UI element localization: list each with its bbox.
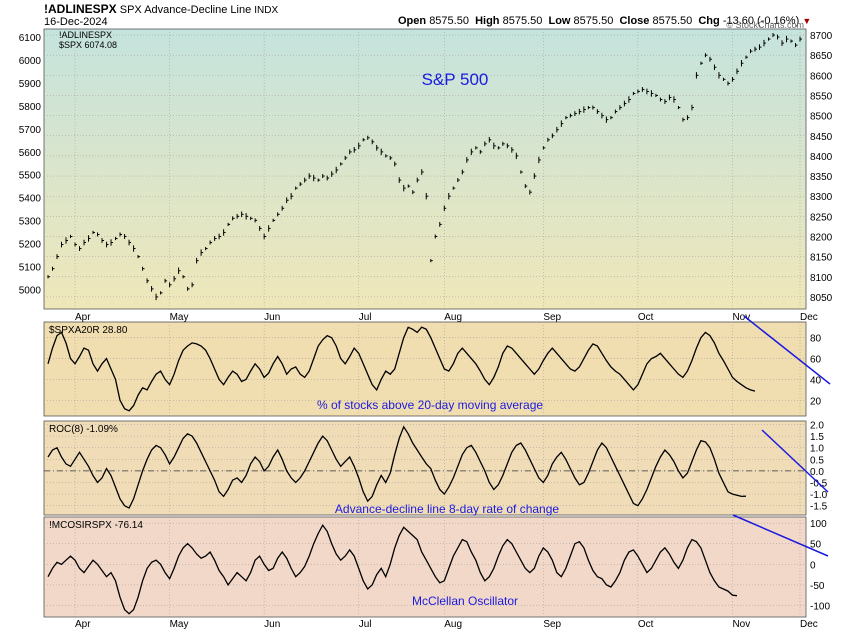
roc-y-tick-label: -1.5 bbox=[810, 502, 828, 513]
mco-y-tick-label: -50 bbox=[810, 581, 825, 592]
y-right-tick-label: 8200 bbox=[810, 232, 833, 243]
pct-y-tick-label: 40 bbox=[810, 375, 822, 386]
y-right-tick-label: 8450 bbox=[810, 132, 833, 143]
roc-y-tick-label: 2.0 bbox=[810, 420, 824, 431]
y-left-tick-label: 5300 bbox=[19, 217, 42, 228]
high-label: High bbox=[475, 15, 500, 27]
mco-series-line bbox=[47, 523, 738, 615]
close-label: Close bbox=[619, 15, 650, 27]
pct-legend: $SPXA20R 28.80 bbox=[49, 325, 128, 336]
y-left-tick-label: 6000 bbox=[19, 56, 42, 67]
mco-legend: !MCOSIRSPX -76.14 bbox=[49, 520, 143, 531]
x-tick-label-top: May bbox=[170, 312, 189, 323]
roc-series-line bbox=[47, 425, 747, 509]
chg-label: Chg bbox=[698, 15, 720, 27]
roc-y-tick-label: 0.0 bbox=[810, 467, 824, 478]
low-value: 8575.50 bbox=[573, 15, 614, 27]
x-tick-label-top: Oct bbox=[638, 312, 654, 323]
pct-annotation: % of stocks above 20-day moving average bbox=[317, 398, 543, 412]
x-tick-label-bottom: Jul bbox=[359, 619, 372, 630]
x-tick-label-top: Aug bbox=[444, 312, 462, 323]
chart-header: !ADLINESPX SPX Advance-Decline Line INDX bbox=[44, 2, 278, 16]
sp500-annotation: S&P 500 bbox=[422, 70, 489, 89]
mco-y-tick-label: 50 bbox=[810, 540, 822, 551]
pct-y-tick-label: 80 bbox=[810, 334, 822, 345]
chg-value: -13.60 (-0.16%) bbox=[722, 15, 800, 27]
y-left-tick-label: 5000 bbox=[19, 286, 42, 297]
symbol: !ADLINESPX bbox=[44, 2, 117, 16]
mco-annotation: McClellan Oscillator bbox=[412, 594, 518, 608]
x-tick-label-bottom: Jun bbox=[264, 619, 280, 630]
y-right-tick-label: 8150 bbox=[810, 253, 833, 264]
y-right-tick-label: 8100 bbox=[810, 273, 833, 284]
y-left-tick-label: 5400 bbox=[19, 194, 42, 205]
y-right-tick-label: 8500 bbox=[810, 112, 833, 123]
x-tick-label-bottom: Dec bbox=[800, 619, 818, 630]
y-right-tick-label: 8400 bbox=[810, 152, 833, 163]
x-tick-label-bottom: Apr bbox=[75, 619, 91, 630]
mco-y-tick-label: -100 bbox=[810, 601, 830, 612]
x-tick-label-top: Jul bbox=[359, 312, 372, 323]
y-right-tick-label: 8050 bbox=[810, 293, 833, 304]
mco-trendline bbox=[732, 514, 829, 557]
y-left-tick-label: 5800 bbox=[19, 102, 42, 113]
roc-y-tick-label: 1.0 bbox=[810, 444, 824, 455]
mco-y-tick-label: 0 bbox=[810, 560, 816, 571]
down-arrow-icon: ▼ bbox=[802, 16, 812, 26]
high-value: 8575.50 bbox=[502, 15, 543, 27]
y-right-tick-label: 8700 bbox=[810, 31, 833, 42]
roc-y-tick-label: 1.5 bbox=[810, 432, 824, 443]
y-left-tick-label: 5900 bbox=[19, 79, 42, 90]
ohlc-readout: Open 8575.50 High 8575.50 Low 8575.50 Cl… bbox=[398, 15, 811, 27]
x-tick-label-top: Nov bbox=[732, 312, 750, 323]
y-right-tick-label: 8350 bbox=[810, 172, 833, 183]
symbol-name: SPX Advance-Decline Line bbox=[119, 4, 252, 16]
open-label: Open bbox=[398, 15, 427, 27]
roc-legend: ROC(8) -1.09% bbox=[49, 424, 118, 435]
x-tick-label-top: Apr bbox=[75, 312, 91, 323]
pct-y-tick-label: 20 bbox=[810, 396, 822, 407]
y-right-tick-label: 8250 bbox=[810, 212, 833, 223]
x-tick-label-top: Jun bbox=[264, 312, 280, 323]
pct-series-line bbox=[47, 326, 756, 412]
price-panel bbox=[43, 28, 807, 310]
y-right-tick-label: 8650 bbox=[810, 51, 833, 62]
price-legend-line: !ADLINESPX bbox=[59, 30, 112, 40]
pct-y-tick-label: 60 bbox=[810, 355, 822, 366]
y-left-tick-label: 5200 bbox=[19, 240, 42, 251]
open-value: 8575.50 bbox=[429, 15, 469, 27]
x-tick-label-bottom: May bbox=[170, 619, 189, 630]
y-left-tick-label: 6100 bbox=[19, 33, 42, 44]
chart-date: 16-Dec-2024 bbox=[44, 16, 108, 28]
roc-y-tick-label: -1.0 bbox=[810, 490, 828, 501]
price-legend-spx: $SPX 6074.08 bbox=[59, 40, 117, 50]
x-tick-label-bottom: Oct bbox=[638, 619, 654, 630]
x-tick-label-top: Dec bbox=[800, 312, 818, 323]
y-left-tick-label: 5700 bbox=[19, 125, 42, 136]
roc-annotation: Advance-decline line 8-day rate of chang… bbox=[335, 502, 559, 516]
mco-y-tick-label: 100 bbox=[810, 519, 827, 530]
y-right-tick-label: 8550 bbox=[810, 91, 833, 102]
roc-trendline bbox=[761, 429, 829, 493]
x-tick-label-bottom: Nov bbox=[732, 619, 750, 630]
y-left-tick-label: 5600 bbox=[19, 148, 42, 159]
x-tick-label-bottom: Aug bbox=[444, 619, 462, 630]
y-right-tick-label: 8300 bbox=[810, 192, 833, 203]
y-left-tick-label: 5100 bbox=[19, 263, 42, 274]
exchange: INDX bbox=[254, 5, 279, 16]
x-tick-label-top: Sep bbox=[543, 312, 561, 323]
roc-panel bbox=[43, 420, 807, 516]
watermark: © StockCharts.com bbox=[726, 20, 804, 30]
x-tick-label-bottom: Sep bbox=[543, 619, 561, 630]
roc-y-tick-label: 0.5 bbox=[810, 455, 824, 466]
low-label: Low bbox=[548, 15, 571, 27]
y-right-tick-label: 8600 bbox=[810, 71, 833, 82]
pct-trendline bbox=[743, 315, 831, 385]
y-left-tick-label: 5500 bbox=[19, 171, 42, 182]
close-value: 8575.50 bbox=[652, 15, 693, 27]
